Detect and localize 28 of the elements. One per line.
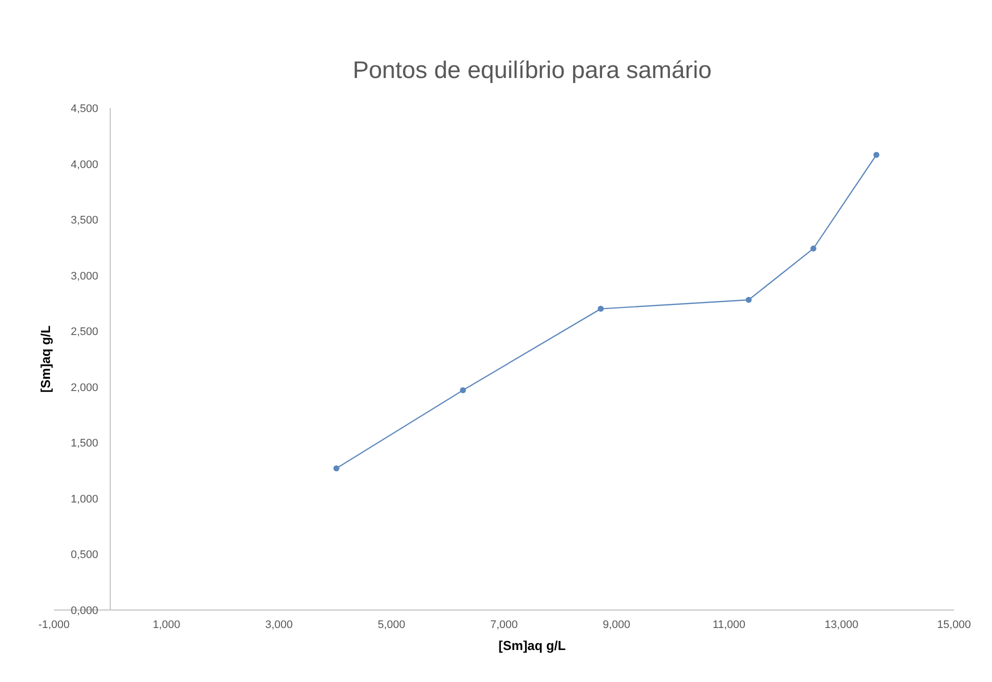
y-tick-label: 3,500 bbox=[70, 214, 98, 227]
point bbox=[810, 246, 816, 252]
y-tick-label: 1,500 bbox=[70, 438, 98, 450]
x-tick-label: 7,000 bbox=[490, 619, 518, 631]
x-tick-label: -1,000 bbox=[38, 619, 70, 631]
x-tick-label: 1,000 bbox=[152, 619, 180, 631]
x-tick-label: 5,000 bbox=[378, 619, 406, 631]
x-tick-label: 9,000 bbox=[602, 619, 630, 631]
x-tick-label: 11,000 bbox=[712, 619, 746, 631]
y-axis-title: [Sm]aq g/L bbox=[38, 325, 53, 393]
y-tick-label: 2,000 bbox=[70, 382, 98, 394]
x-axis-title: [Sm]aq g/L bbox=[498, 638, 566, 653]
point bbox=[598, 306, 604, 312]
y-tick-label: 3,000 bbox=[70, 270, 98, 282]
y-tick-label: 0,000 bbox=[70, 605, 98, 617]
point bbox=[333, 465, 340, 472]
x-tick-label: 3,000 bbox=[265, 619, 293, 631]
point bbox=[460, 387, 466, 394]
y-tick-label: 1,000 bbox=[70, 493, 98, 506]
y-tick-label: 0,500 bbox=[70, 549, 98, 562]
y-tick-label: 4,000 bbox=[70, 158, 98, 171]
point bbox=[746, 296, 752, 303]
y-tick-label: 2,500 bbox=[70, 326, 98, 338]
point bbox=[873, 152, 880, 158]
x-tick-label: 15,000 bbox=[937, 619, 971, 631]
x-tick-label: 13,000 bbox=[824, 619, 858, 631]
chart-title: Pontos de equilíbrio para samário bbox=[352, 57, 712, 84]
y-tick-label: 4,500 bbox=[70, 103, 98, 115]
